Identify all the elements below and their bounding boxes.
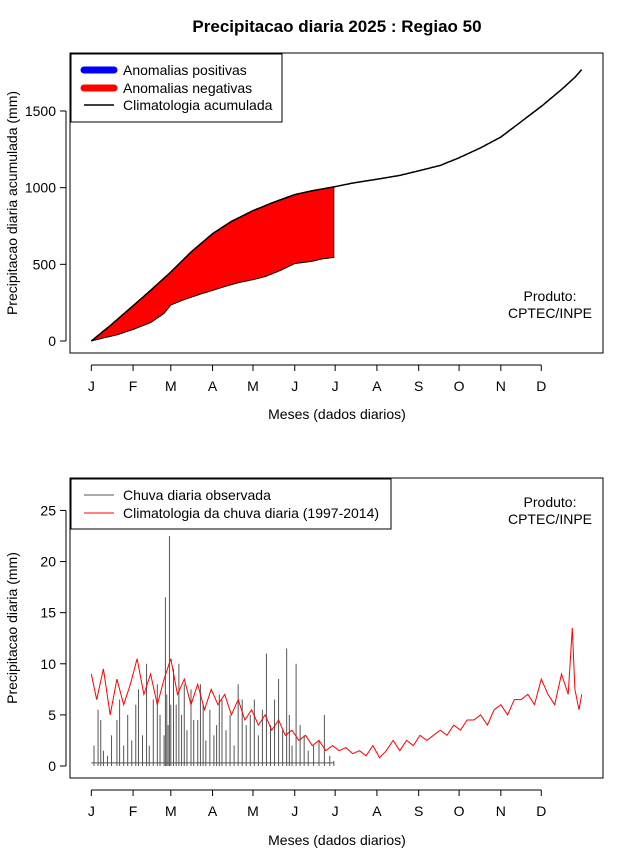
accumulated-x-tick-label: M: [247, 378, 259, 394]
daily-y-tick-label: 10: [40, 656, 56, 672]
daily-y-tick-label: 0: [48, 758, 56, 774]
daily-x-tick-label: A: [208, 803, 218, 819]
accumulated-x-tick-label: J: [291, 378, 298, 394]
legend-label-climatology: Climatologia acumulada: [123, 97, 273, 113]
daily-y-axis-label: Precipitacao diaria (mm): [4, 552, 20, 704]
accumulated-x-tick-label: S: [414, 378, 423, 394]
accumulated-x-tick-label: M: [165, 378, 177, 394]
accumulated-y-axis-label: Precipitacao diaria acumulada (mm): [4, 91, 20, 315]
daily-x-tick-label: J: [88, 803, 95, 819]
accumulated-y-tick-label: 0: [48, 333, 56, 349]
accumulated-x-axis-label: Meses (dados diarios): [268, 406, 406, 422]
legend-label-daily-climatology: Climatologia da chuva diaria (1997-2014): [123, 505, 379, 521]
daily-annotation-line-2: CPTEC/INPE: [508, 511, 592, 527]
accumulated-y-axis: 0 500 1000 1500: [25, 103, 67, 349]
accumulated-x-tick-label: D: [536, 378, 546, 394]
accumulated-x-tick-label: F: [129, 378, 138, 394]
legend-label-positive: Anomalias positivas: [123, 62, 247, 78]
daily-legend-box: [70, 478, 392, 530]
daily-chart-marks: [90, 536, 583, 766]
negative-anomaly-area: [90, 186, 335, 342]
legend-label-observed: Chuva diaria observada: [123, 487, 271, 503]
accumulated-x-tick-label: A: [372, 378, 382, 394]
accumulated-x-tick-label: O: [454, 378, 465, 394]
daily-x-tick-label: M: [165, 803, 177, 819]
daily-y-tick-label: 20: [40, 554, 56, 570]
daily-climatology-line: [90, 627, 583, 759]
daily-x-tick-label: J: [291, 803, 298, 819]
accumulated-y-tick-label: 1500: [25, 103, 56, 119]
accumulated-y-tick-label: 1000: [25, 180, 56, 196]
daily-plot-frame: [69, 477, 604, 779]
accumulated-x-tick-label: A: [208, 378, 218, 394]
daily-y-axis: 0 5 10 15 20 25: [40, 502, 67, 774]
daily-x-tick-label: S: [414, 803, 423, 819]
accumulated-legend: Anomalias positivas Anomalias negativas …: [70, 53, 283, 123]
accumulated-y-tick-label: 500: [33, 256, 57, 272]
climatology-accumulated-line: [90, 69, 583, 342]
daily-x-tick-label: O: [454, 803, 465, 819]
daily-legend: Chuva diaria observada Climatologia da c…: [70, 478, 392, 530]
accumulated-x-tick-label: J: [88, 378, 95, 394]
accumulated-x-tick-label: J: [332, 378, 339, 394]
accumulated-x-tick-label: N: [496, 378, 506, 394]
accumulated-plot-frame: [69, 52, 604, 354]
accumulated-annotation-line-2: CPTEC/INPE: [508, 305, 592, 321]
daily-annotation-line-1: Produto:: [524, 494, 577, 510]
daily-x-tick-label: J: [332, 803, 339, 819]
daily-x-tick-label: N: [496, 803, 506, 819]
daily-chart: 0 5 10 15 20 25 J F M A M J J A S O N D Precipitacao dia…: [4, 477, 604, 848]
daily-y-tick-label: 5: [48, 707, 56, 723]
daily-x-tick-label: F: [129, 803, 138, 819]
accumulated-chart: 0 500 1000 1500 J F M A M J J A S O N D Precipitacao d…: [4, 52, 604, 422]
daily-x-axis-label: Meses (dados diarios): [268, 832, 406, 848]
daily-x-tick-label: M: [247, 803, 259, 819]
accumulated-annotation-line-1: Produto:: [524, 288, 577, 304]
daily-y-tick-label: 25: [40, 502, 56, 518]
legend-label-negative: Anomalias negativas: [123, 80, 252, 96]
daily-x-tick-label: A: [372, 803, 382, 819]
daily-x-tick-label: D: [536, 803, 546, 819]
accumulated-chart-marks: [90, 69, 583, 342]
figure-title: Precipitacao diaria 2025 : Regiao 50: [192, 17, 481, 36]
daily-y-tick-label: 15: [40, 605, 56, 621]
